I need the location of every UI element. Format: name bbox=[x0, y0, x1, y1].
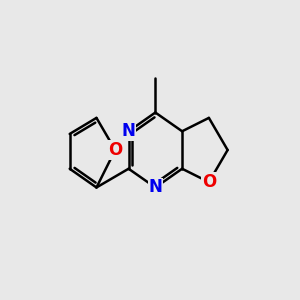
Text: N: N bbox=[122, 122, 136, 140]
Text: O: O bbox=[202, 173, 216, 191]
Text: N: N bbox=[148, 178, 162, 196]
Text: O: O bbox=[108, 141, 122, 159]
